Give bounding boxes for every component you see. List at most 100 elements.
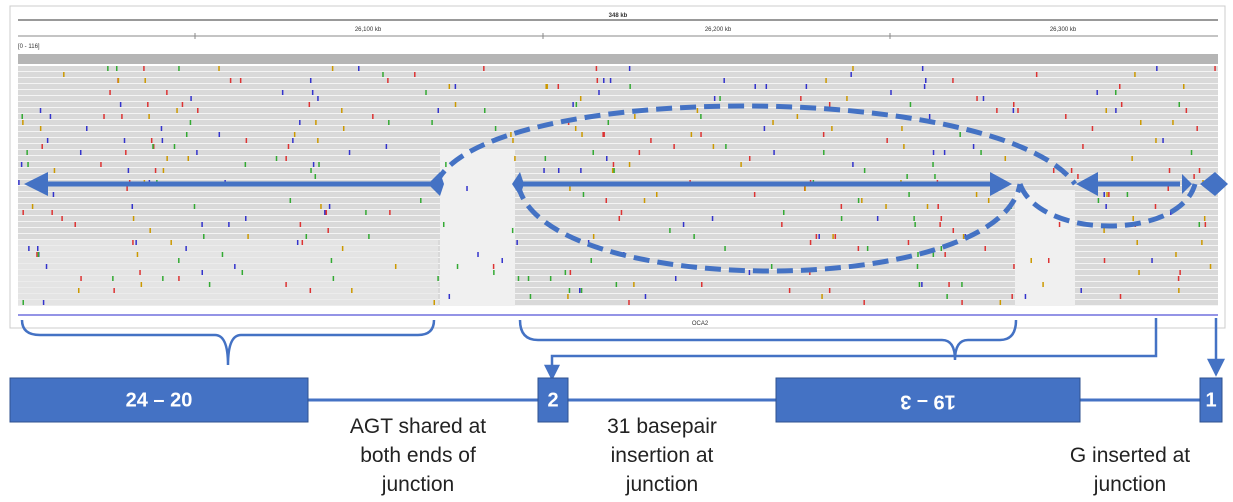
- annotation: G inserted at: [1070, 444, 1190, 467]
- mismatch: [639, 150, 641, 155]
- mismatch: [700, 132, 702, 137]
- mismatch: [719, 96, 721, 101]
- mismatch: [1036, 72, 1038, 77]
- mismatch: [644, 198, 646, 203]
- mismatch: [921, 282, 923, 287]
- mismatch: [773, 150, 775, 155]
- mismatch: [36, 252, 38, 257]
- mismatch: [846, 96, 848, 101]
- ruler-tick: 26,200 kb: [705, 27, 732, 33]
- mismatch: [126, 186, 128, 191]
- mismatch: [341, 108, 343, 113]
- mismatch: [386, 144, 388, 149]
- mismatch: [290, 198, 292, 203]
- mismatch: [420, 198, 422, 203]
- mismatch: [149, 228, 151, 233]
- mismatch: [326, 210, 328, 215]
- figure: 348 kb 26,100 kb 26,200 kb 26,300 kb [0 …: [0, 0, 1233, 502]
- mismatch: [901, 126, 903, 131]
- mismatch: [245, 216, 247, 221]
- mismatch: [946, 294, 948, 299]
- mismatch: [21, 114, 23, 119]
- mismatch: [829, 102, 831, 107]
- mismatch: [116, 66, 118, 71]
- mismatch: [823, 132, 825, 137]
- mismatch: [285, 282, 287, 287]
- mismatch: [1131, 156, 1133, 161]
- mismatch: [961, 282, 963, 287]
- mismatch: [613, 162, 615, 167]
- mismatch: [528, 276, 530, 281]
- mismatch: [616, 282, 618, 287]
- mismatch: [697, 108, 699, 113]
- mismatch: [749, 270, 751, 275]
- mismatch: [634, 114, 636, 119]
- mismatch: [466, 186, 468, 191]
- mismatch: [310, 168, 312, 173]
- mismatch: [569, 186, 571, 191]
- mismatch: [151, 138, 153, 143]
- mismatch: [810, 240, 812, 245]
- mismatch: [1065, 114, 1067, 119]
- annotation: both ends of: [360, 444, 476, 467]
- mismatch: [1134, 72, 1136, 77]
- mismatch: [317, 96, 319, 101]
- mismatch: [996, 108, 998, 113]
- mismatch: [1179, 102, 1181, 107]
- mismatch: [725, 144, 727, 149]
- mismatch: [932, 162, 934, 167]
- mismatch: [61, 216, 63, 221]
- mismatch: [1204, 216, 1206, 221]
- mismatch: [835, 234, 837, 239]
- mismatch: [598, 90, 600, 95]
- mismatch: [683, 222, 685, 227]
- mismatch: [1103, 192, 1105, 197]
- mismatch: [209, 282, 211, 287]
- mismatch: [1013, 264, 1015, 269]
- mismatch: [1169, 168, 1171, 173]
- mismatch: [137, 252, 139, 257]
- mismatch: [327, 228, 329, 233]
- mismatch: [612, 168, 614, 173]
- mismatch: [629, 162, 631, 167]
- mismatch: [628, 300, 630, 305]
- mismatch: [1178, 276, 1180, 281]
- exon-label: 24 – 20: [126, 389, 193, 411]
- mismatch: [823, 150, 825, 155]
- mismatch: [580, 96, 582, 101]
- mismatch: [1151, 258, 1153, 263]
- mismatch: [543, 168, 545, 173]
- mismatch: [143, 66, 145, 71]
- mismatch: [816, 234, 818, 239]
- mismatch: [343, 126, 345, 131]
- mismatch: [937, 204, 939, 209]
- mismatch: [825, 78, 827, 83]
- mismatch: [107, 66, 109, 71]
- mismatch: [908, 240, 910, 245]
- mismatch: [162, 138, 164, 143]
- mismatch: [32, 204, 34, 209]
- mismatch: [109, 90, 111, 95]
- mismatch: [944, 150, 946, 155]
- mismatch: [118, 78, 120, 83]
- annotation: AGT shared at: [350, 415, 486, 438]
- mismatch: [673, 144, 675, 149]
- mismatch: [1025, 294, 1027, 299]
- mismatch: [27, 162, 29, 167]
- mismatch: [125, 150, 127, 155]
- mismatch: [963, 234, 965, 239]
- mismatch: [633, 282, 635, 287]
- mismatch: [910, 102, 912, 107]
- mismatch: [501, 258, 503, 263]
- mismatch: [26, 150, 28, 155]
- mismatch: [988, 198, 990, 203]
- annotation: 31 basepair: [607, 415, 717, 438]
- mismatch: [606, 198, 608, 203]
- mismatch: [22, 120, 24, 125]
- mismatch: [1155, 204, 1157, 209]
- mismatch: [388, 120, 390, 125]
- mismatch: [583, 192, 585, 197]
- mismatch: [714, 96, 716, 101]
- mismatch: [103, 114, 105, 119]
- mismatch: [841, 204, 843, 209]
